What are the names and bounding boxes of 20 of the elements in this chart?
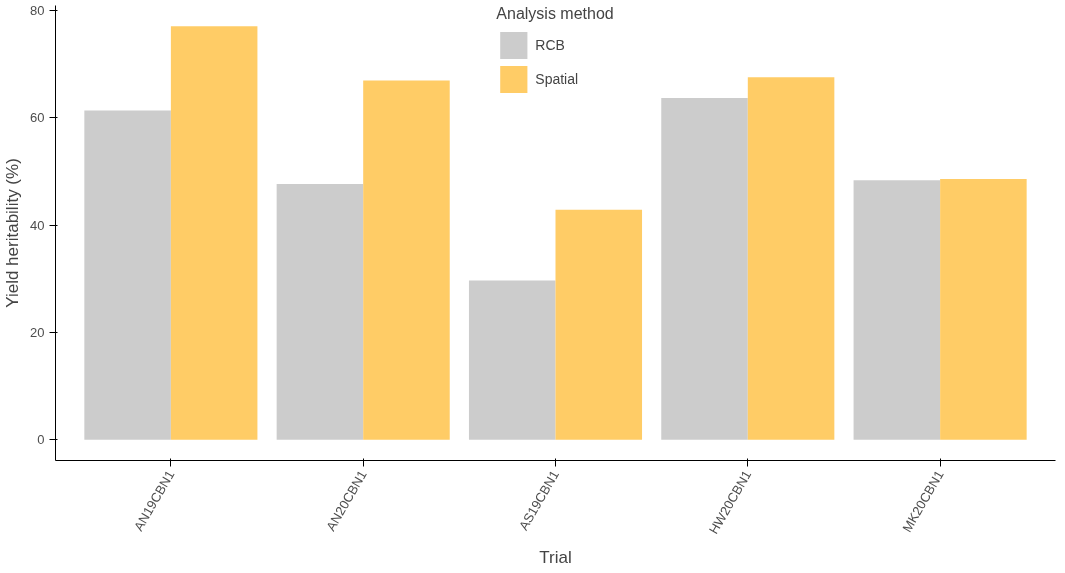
legend-label: RCB	[535, 37, 565, 53]
bar	[363, 80, 450, 440]
legend-label: Spatial	[535, 71, 579, 87]
bar	[853, 180, 941, 440]
y-tick-label: 40	[30, 217, 45, 233]
y-tick-label: 20	[30, 325, 45, 341]
bar	[84, 110, 171, 440]
y-tick-label: 0	[37, 432, 45, 448]
bar	[940, 179, 1027, 440]
y-tick-label: 60	[30, 110, 45, 126]
y-axis-title: Yield heritability (%)	[3, 158, 23, 308]
bar	[276, 183, 364, 440]
x-axis-title: Trial	[539, 548, 572, 568]
bar	[468, 280, 556, 440]
bar	[170, 26, 258, 440]
bar	[555, 209, 643, 440]
bar	[661, 98, 748, 440]
legend-title: Analysis method	[496, 5, 614, 23]
bar	[747, 77, 835, 440]
y-tick-label: 80	[30, 3, 45, 19]
